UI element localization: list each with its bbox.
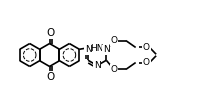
Text: N: N — [103, 45, 110, 54]
Text: O: O — [143, 43, 150, 52]
Text: N: N — [94, 61, 100, 70]
Text: HN: HN — [90, 44, 104, 53]
Text: O: O — [46, 28, 54, 38]
Text: O: O — [46, 72, 54, 82]
Text: N: N — [85, 45, 91, 54]
Text: O: O — [143, 58, 150, 67]
Text: O: O — [111, 36, 118, 45]
Text: O: O — [111, 65, 118, 74]
